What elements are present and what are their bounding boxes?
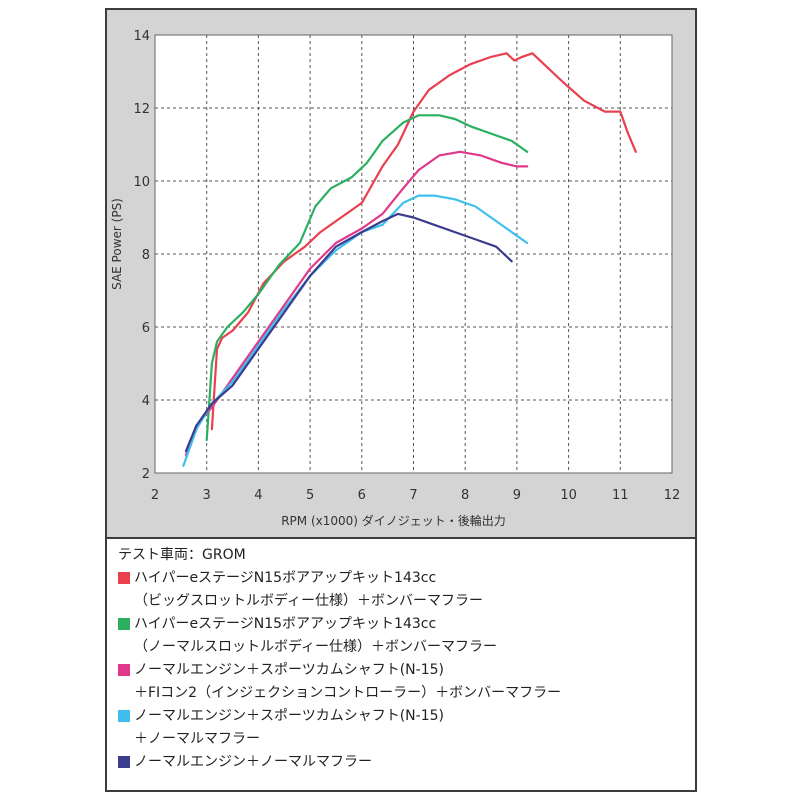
legend-line-2: ＋FIコン2（インジェクションコントローラー）＋ボンバーマフラー: [134, 685, 562, 701]
x-tick-label: 8: [461, 488, 469, 503]
x-tick-label: 2: [151, 488, 159, 503]
x-tick-label: 11: [612, 488, 629, 503]
x-tick-label: 5: [306, 488, 314, 503]
y-tick-label: 8: [142, 248, 150, 263]
x-axis-title: RPM (x1000) ダイノジェット・後輪出力: [281, 513, 506, 528]
x-tick-label: 7: [409, 488, 417, 503]
x-tick-label: 4: [254, 488, 262, 503]
legend-line-2: （ノーマルスロットルボディー仕様）＋ボンバーマフラー: [134, 639, 498, 655]
series-line-2: [205, 114, 529, 442]
plot-border: [154, 34, 673, 474]
series-line-4: [182, 194, 529, 467]
x-tick-label: 3: [203, 488, 211, 503]
legend-line-2: ＋ノーマルマフラー: [134, 731, 260, 747]
legend-swatch: [118, 664, 130, 676]
series-line-5: [184, 212, 513, 453]
y-tick-label: 2: [142, 467, 150, 482]
y-tick-label: 10: [133, 175, 150, 190]
x-tick-label: 6: [358, 488, 366, 503]
legend-text: ハイパーeステージN15ボアアップキット143cc: [134, 570, 437, 586]
y-tick-label: 14: [133, 29, 150, 44]
legend-swatch: [118, 572, 130, 584]
legend-entry: ノーマルエンジン＋スポーツカムシャフト(N-15) ＋FIコン2（インジェクショ…: [118, 659, 688, 705]
x-tick-label: 9: [513, 488, 521, 503]
legend-line-2: （ビッグスロットルボディー仕様）＋ボンバーマフラー: [134, 593, 484, 609]
legend-line-1: ノーマルエンジン＋ノーマルマフラー: [118, 751, 688, 774]
legend-text: ノーマルエンジン＋ノーマルマフラー: [134, 754, 372, 770]
legend-swatch: [118, 710, 130, 722]
legend-line-1: ハイパーeステージN15ボアアップキット143cc: [118, 613, 688, 636]
panel-divider: [107, 537, 695, 539]
x-tick-label: 12: [664, 488, 681, 503]
legend-text: ノーマルエンジン＋スポーツカムシャフト(N-15): [134, 708, 444, 724]
legend-entry: ハイパーeステージN15ボアアップキット143cc （ビッグスロットルボディー仕…: [118, 567, 688, 613]
legend-entry: ノーマルエンジン＋スポーツカムシャフト(N-15) ＋ノーマルマフラー: [118, 705, 688, 751]
legend-line-1: ノーマルエンジン＋スポーツカムシャフト(N-15): [118, 705, 688, 728]
series-line-3: [184, 150, 529, 456]
legend-swatch: [118, 618, 130, 630]
legend-text: ハイパーeステージN15ボアアップキット143cc: [134, 616, 437, 632]
legend-entry: ノーマルエンジン＋ノーマルマフラー: [118, 751, 688, 774]
legend-entry: ハイパーeステージN15ボアアップキット143cc （ノーマルスロットルボディー…: [118, 613, 688, 659]
legend: テスト車両：GROM ハイパーeステージN15ボアアップキット143cc （ビッ…: [118, 544, 688, 774]
legend-text: ノーマルエンジン＋スポーツカムシャフト(N-15): [134, 662, 444, 678]
y-tick-label: 4: [142, 394, 150, 409]
legend-title: テスト車両：GROM: [118, 547, 246, 563]
y-axis-title: SAE Power (PS): [110, 198, 124, 290]
y-tick-label: 12: [133, 102, 150, 117]
legend-line-1: ハイパーeステージN15ボアアップキット143cc: [118, 567, 688, 590]
legend-swatch: [118, 756, 130, 768]
y-tick-label: 6: [142, 321, 150, 336]
legend-line-1: ノーマルエンジン＋スポーツカムシャフト(N-15): [118, 659, 688, 682]
x-tick-label: 10: [560, 488, 577, 503]
